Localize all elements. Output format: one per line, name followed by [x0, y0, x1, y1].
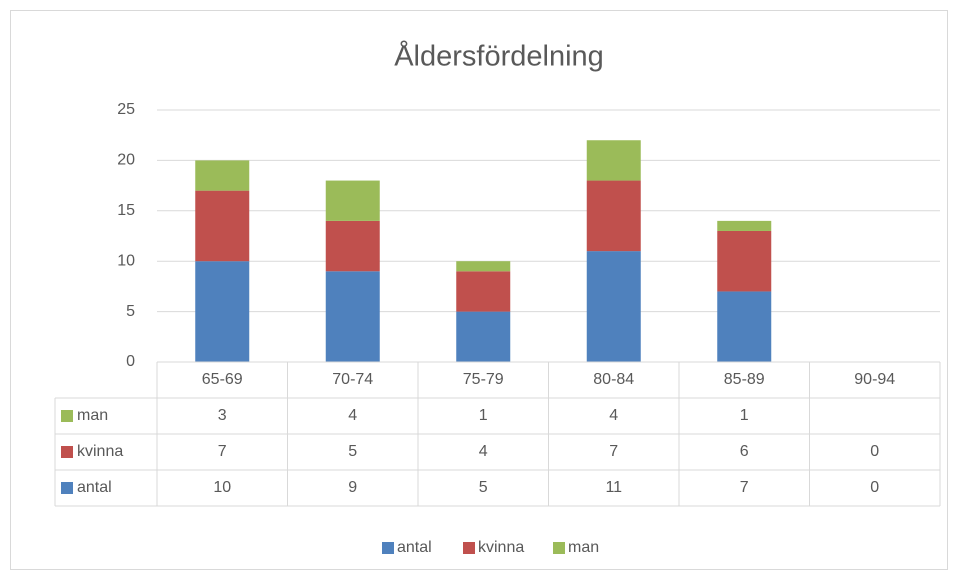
table-cell: 0	[870, 479, 879, 496]
bar-segment	[586, 140, 641, 181]
chart-title: Åldersfördelning	[394, 40, 604, 73]
table-cell: 1	[740, 407, 749, 424]
table-cell: 0	[870, 443, 879, 460]
table-cell: 4	[609, 407, 618, 424]
y-tick-label: 0	[126, 353, 135, 370]
table-cell: 7	[609, 443, 618, 460]
table-cell: 5	[479, 479, 488, 496]
table-cell: 9	[348, 479, 357, 496]
bar-segment	[717, 230, 772, 292]
table-cell: 3	[218, 407, 227, 424]
legend-label: antal	[397, 539, 432, 556]
x-tick-label: 85-89	[724, 371, 765, 388]
table-cell: 7	[740, 479, 749, 496]
x-tick-label: 65-69	[202, 371, 243, 388]
y-tick-label: 25	[117, 101, 135, 118]
table-row-label: kvinna	[77, 443, 123, 460]
legend-key	[382, 542, 394, 554]
bar-segment	[586, 180, 641, 252]
bar-segment	[195, 261, 250, 362]
bar-segment	[717, 220, 772, 231]
legend-label: man	[568, 539, 599, 556]
legend-key	[61, 410, 73, 422]
y-tick-label: 15	[117, 202, 135, 219]
y-tick-label: 5	[126, 303, 135, 320]
legend-key	[553, 542, 565, 554]
legend-key	[61, 482, 73, 494]
bar-segment	[456, 261, 511, 272]
table-cell: 1	[479, 407, 488, 424]
table-cell: 11	[605, 479, 622, 496]
bar-segment	[456, 271, 511, 312]
x-tick-label: 80-84	[593, 371, 634, 388]
x-tick-label: 75-79	[463, 371, 504, 388]
bar-segment	[195, 160, 250, 191]
bar-segment	[195, 190, 250, 262]
table-cell: 5	[348, 443, 357, 460]
y-tick-label: 10	[117, 252, 135, 269]
table-cell: 4	[348, 407, 357, 424]
bar-segment	[717, 291, 772, 362]
table-cell: 4	[479, 443, 488, 460]
bar-segment	[325, 180, 380, 221]
bar-segment	[456, 311, 511, 362]
legend-key	[463, 542, 475, 554]
legend-label: kvinna	[478, 539, 524, 556]
table-cell: 6	[740, 443, 749, 460]
bar-segment	[325, 271, 380, 362]
table-row-label: man	[77, 407, 108, 424]
y-tick-label: 20	[117, 152, 135, 169]
table-row-label: antal	[77, 479, 112, 496]
table-cell: 7	[218, 443, 227, 460]
x-tick-label: 90-94	[854, 371, 895, 388]
bar-segment	[325, 220, 380, 272]
bar-segment	[586, 251, 641, 362]
legend-key	[61, 446, 73, 458]
x-tick-label: 70-74	[332, 371, 373, 388]
table-cell: 10	[213, 479, 231, 496]
